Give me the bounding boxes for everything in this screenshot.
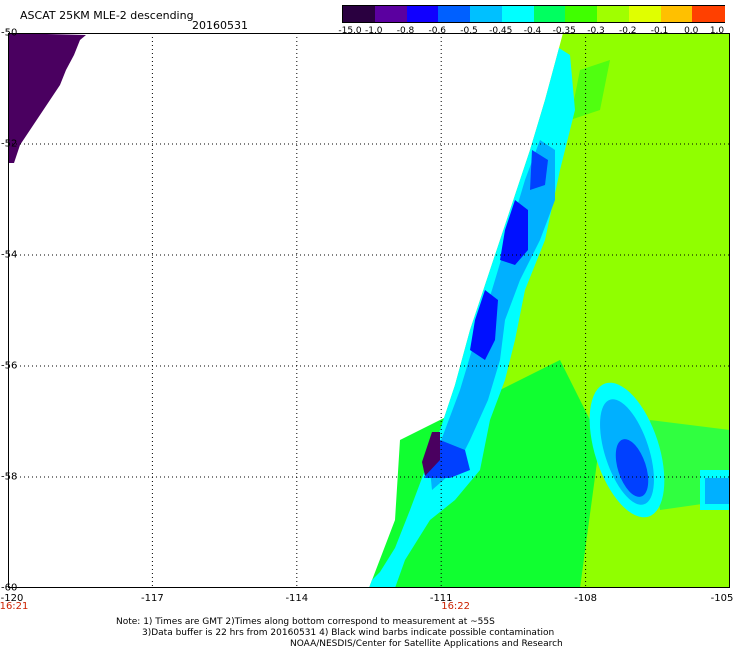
colorbar-segment	[565, 6, 598, 22]
colorbar-tick-label: -0.4	[523, 26, 542, 36]
colorbar-tick-label: 0.0	[684, 26, 699, 36]
map-frame	[8, 33, 730, 588]
longitude-label: -114	[285, 593, 309, 604]
colorbar-tick-label: -0.1	[650, 26, 669, 36]
light-blue-east-edge	[705, 478, 730, 504]
latitude-label: -54	[1, 249, 18, 261]
colorbar-tick-label: -0.35	[552, 26, 576, 36]
cyan-edge-band	[369, 48, 575, 588]
colorbar-tick-label: 1.0	[709, 26, 725, 36]
blue-eddy	[615, 439, 649, 497]
colorbar-tick-label: -0.5	[460, 26, 478, 36]
latitude-label: -60	[1, 582, 18, 594]
latitude-label: -56	[1, 360, 18, 372]
time-label: 16:22	[441, 601, 471, 612]
product-date: 20160531	[192, 19, 248, 32]
note-line-2: 3)Data buffer is 22 hrs from 20160531 4)…	[142, 628, 555, 638]
blue-core-2	[500, 200, 528, 265]
colorbar-segment	[533, 6, 567, 22]
colorbar-segment	[374, 6, 408, 22]
colorbar-segment	[470, 6, 503, 22]
colorbar-segment	[501, 6, 535, 22]
latitude-label: -58	[1, 471, 18, 483]
product-title: ASCAT 25KM MLE-2 descending	[20, 9, 194, 22]
colorbar-segment	[628, 6, 662, 22]
colorbar-tick-label: -1.0	[364, 26, 383, 36]
colorbar-tick-label: -0.45	[489, 26, 513, 36]
colorbar-tick-label: -0.8	[396, 26, 415, 36]
colorbar-tick-label: -0.6	[428, 26, 447, 36]
blue-core-3	[470, 290, 498, 360]
green-region	[369, 360, 600, 588]
note-line-3: NOAA/NESDIS/Center for Satellite Applica…	[290, 639, 563, 649]
latitude-label: -50	[1, 27, 18, 39]
blue-core-1	[530, 150, 548, 190]
colorbar-tick-label: -15.0	[338, 26, 362, 36]
longitude-label: -108	[574, 593, 597, 604]
colorbar-tick-label: -0.3	[587, 26, 605, 36]
colorbar	[342, 5, 725, 23]
latitude-label: -52	[1, 138, 18, 150]
colorbar-segment	[692, 6, 725, 22]
longitude-label: -120	[0, 593, 24, 604]
colorbar-tick-label: -0.2	[618, 26, 637, 36]
colorbar-segment	[438, 6, 471, 22]
longitude-label: -111	[429, 593, 453, 604]
colorbar-segment	[660, 6, 694, 22]
purple-corner	[8, 33, 86, 163]
colorbar-segment	[406, 6, 440, 22]
longitude-label: -117	[141, 593, 164, 604]
note-line-1: Note: 1) Times are GMT 2)Times along bot…	[116, 617, 495, 627]
colorbar-segment	[343, 6, 376, 22]
green-patch	[570, 60, 610, 120]
longitude-label: -105	[710, 593, 734, 604]
colorbar-segment	[597, 6, 630, 22]
time-label: 16:21	[0, 601, 29, 612]
purple-core	[422, 432, 440, 476]
